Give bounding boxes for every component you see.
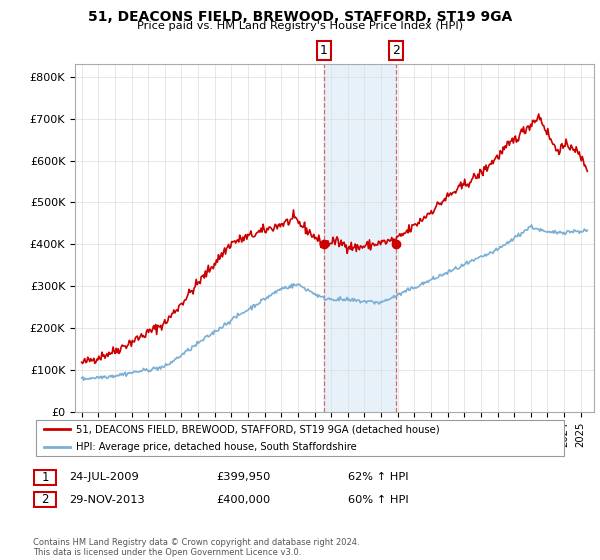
FancyBboxPatch shape	[34, 469, 56, 484]
Text: 1: 1	[320, 44, 328, 57]
FancyBboxPatch shape	[34, 492, 56, 507]
Text: 2: 2	[392, 44, 400, 57]
Text: 51, DEACONS FIELD, BREWOOD, STAFFORD, ST19 9GA (detached house): 51, DEACONS FIELD, BREWOOD, STAFFORD, ST…	[76, 424, 439, 434]
Bar	[324, 64, 396, 412]
Text: Price paid vs. HM Land Registry's House Price Index (HPI): Price paid vs. HM Land Registry's House …	[137, 21, 463, 31]
Text: HPI: Average price, detached house, South Staffordshire: HPI: Average price, detached house, Sout…	[76, 442, 356, 452]
Text: 60% ↑ HPI: 60% ↑ HPI	[348, 494, 409, 505]
Text: Contains HM Land Registry data © Crown copyright and database right 2024.
This d: Contains HM Land Registry data © Crown c…	[33, 538, 359, 557]
Text: £399,950: £399,950	[216, 472, 271, 482]
Text: 1: 1	[41, 470, 49, 484]
Text: 2: 2	[41, 493, 49, 506]
Text: 24-JUL-2009: 24-JUL-2009	[69, 472, 139, 482]
Text: 62% ↑ HPI: 62% ↑ HPI	[348, 472, 409, 482]
Text: £400,000: £400,000	[216, 494, 270, 505]
Text: 51, DEACONS FIELD, BREWOOD, STAFFORD, ST19 9GA: 51, DEACONS FIELD, BREWOOD, STAFFORD, ST…	[88, 10, 512, 24]
FancyBboxPatch shape	[36, 420, 564, 456]
Text: 29-NOV-2013: 29-NOV-2013	[69, 494, 145, 505]
